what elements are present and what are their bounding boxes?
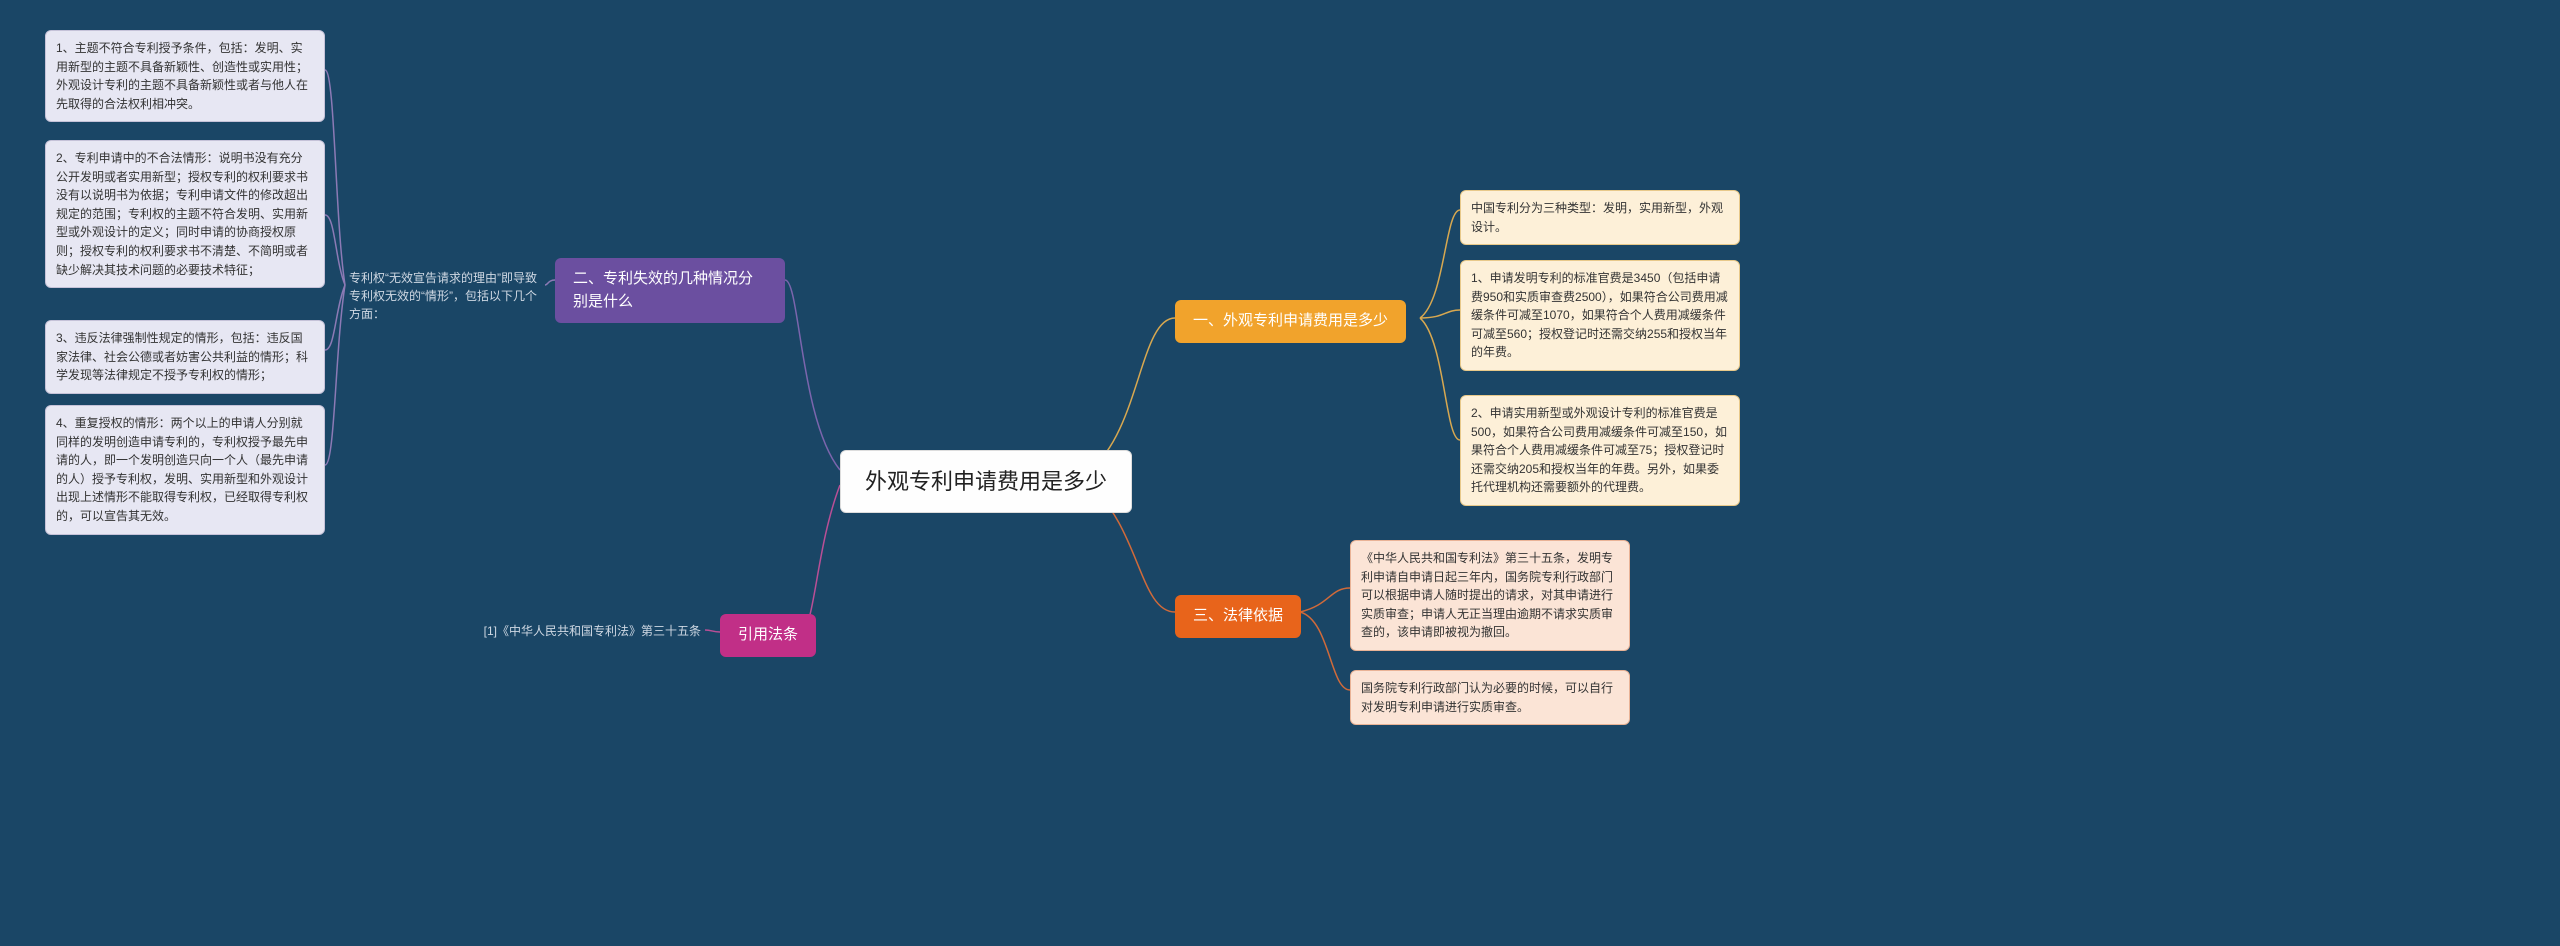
root-label: 外观专利申请费用是多少: [865, 469, 1107, 494]
edge-b3-l2: [1300, 612, 1350, 690]
branch-4-label: 引用法条: [738, 626, 798, 643]
b3-leaf-1-text: 《中华人民共和国专利法》第三十五条，发明专利申请自申请日起三年内，国务院专利行政…: [1361, 551, 1613, 639]
branch-3-label: 三、法律依据: [1193, 607, 1283, 624]
branch-3[interactable]: 三、法律依据: [1175, 595, 1301, 638]
edge-b2-l1: [325, 70, 345, 285]
connector-layer: [0, 0, 2560, 946]
edge-b2-l3: [325, 285, 345, 350]
edge-root-b4: [800, 485, 840, 632]
b2-sub[interactable]: 专利权“无效宣告请求的理由”即导致专利权无效的“情形”，包括以下几个方面：: [345, 265, 545, 327]
b2-leaf-2-text: 2、专利申请中的不合法情形：说明书没有充分公开发明或者实用新型；授权专利的权利要…: [56, 151, 308, 277]
edge-b2-l4: [325, 285, 345, 465]
b2-leaf-1[interactable]: 1、主题不符合专利授予条件，包括：发明、实用新型的主题不具备新颖性、创造性或实用…: [45, 30, 325, 122]
branch-4[interactable]: 引用法条: [720, 614, 816, 657]
b2-leaf-2[interactable]: 2、专利申请中的不合法情形：说明书没有充分公开发明或者实用新型；授权专利的权利要…: [45, 140, 325, 288]
b2-sub-text: 专利权“无效宣告请求的理由”即导致专利权无效的“情形”，包括以下几个方面：: [349, 271, 537, 321]
edge-root-b2: [785, 280, 840, 470]
b2-leaf-3[interactable]: 3、违反法律强制性规定的情形，包括：违反国家法律、社会公德或者妨害公共利益的情形…: [45, 320, 325, 394]
b2-leaf-1-text: 1、主题不符合专利授予条件，包括：发明、实用新型的主题不具备新颖性、创造性或实用…: [56, 41, 308, 111]
edge-root-b1: [1090, 318, 1175, 470]
b4-sub[interactable]: [1]《中华人民共和国专利法》第三十五条: [445, 618, 705, 644]
b3-leaf-1[interactable]: 《中华人民共和国专利法》第三十五条，发明专利申请自申请日起三年内，国务院专利行政…: [1350, 540, 1630, 651]
b3-leaf-2[interactable]: 国务院专利行政部门认为必要的时候，可以自行对发明专利申请进行实质审查。: [1350, 670, 1630, 725]
b1-leaf-3-text: 2、申请实用新型或外观设计专利的标准官费是500，如果符合公司费用减缓条件可减至…: [1471, 406, 1727, 494]
edge-b1-l1: [1420, 210, 1460, 318]
edge-b2-l2: [325, 215, 345, 285]
b2-leaf-3-text: 3、违反法律强制性规定的情形，包括：违反国家法律、社会公德或者妨害公共利益的情形…: [56, 331, 308, 382]
b1-leaf-2-text: 1、申请发明专利的标准官费是3450（包括申请费950和实质审查费2500），如…: [1471, 271, 1728, 359]
b2-leaf-4[interactable]: 4、重复授权的情形：两个以上的申请人分别就同样的发明创造申请专利的，专利权授予最…: [45, 405, 325, 535]
branch-2-label: 二、专利失效的几种情况分别是什么: [573, 270, 753, 310]
b1-leaf-3[interactable]: 2、申请实用新型或外观设计专利的标准官费是500，如果符合公司费用减缓条件可减至…: [1460, 395, 1740, 506]
branch-2[interactable]: 二、专利失效的几种情况分别是什么: [555, 258, 785, 323]
branch-1[interactable]: 一、外观专利申请费用是多少: [1175, 300, 1406, 343]
edge-b2-sub: [545, 280, 555, 285]
edge-b1-l3: [1420, 318, 1460, 440]
edge-b4-sub: [705, 630, 720, 632]
b1-leaf-1[interactable]: 中国专利分为三种类型：发明，实用新型，外观设计。: [1460, 190, 1740, 245]
root-node[interactable]: 外观专利申请费用是多少: [840, 450, 1132, 513]
b1-leaf-2[interactable]: 1、申请发明专利的标准官费是3450（包括申请费950和实质审查费2500），如…: [1460, 260, 1740, 371]
b2-leaf-4-text: 4、重复授权的情形：两个以上的申请人分别就同样的发明创造申请专利的，专利权授予最…: [56, 416, 308, 523]
b4-sub-text: [1]《中华人民共和国专利法》第三十五条: [484, 624, 701, 638]
branch-1-label: 一、外观专利申请费用是多少: [1193, 312, 1388, 329]
b3-leaf-2-text: 国务院专利行政部门认为必要的时候，可以自行对发明专利申请进行实质审查。: [1361, 681, 1613, 714]
b1-leaf-1-text: 中国专利分为三种类型：发明，实用新型，外观设计。: [1471, 201, 1723, 234]
edge-b3-l1: [1300, 588, 1350, 612]
edge-b1-l2: [1420, 310, 1460, 318]
